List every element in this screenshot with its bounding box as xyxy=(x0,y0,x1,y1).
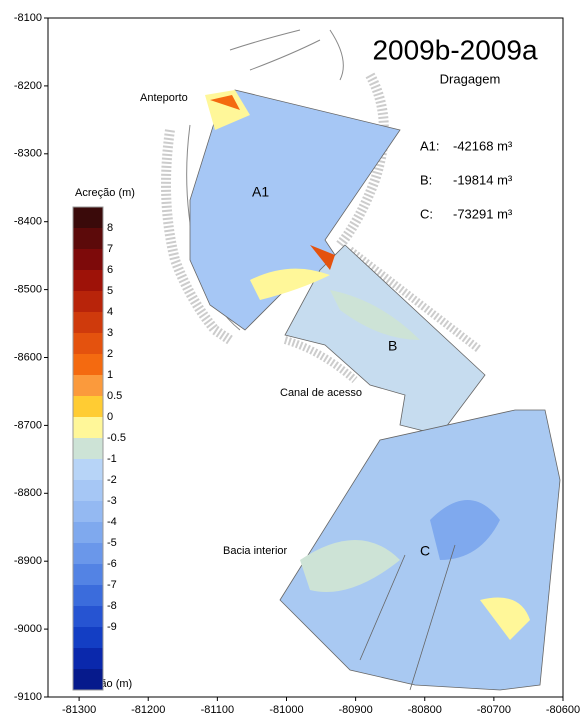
legend-label: -2 xyxy=(107,474,117,486)
x-tick-label: -80900 xyxy=(338,704,372,716)
legend-label: 5 xyxy=(107,285,113,297)
legend-swatch xyxy=(73,375,103,397)
legend-label: 0 xyxy=(107,411,113,423)
legend-label: 6 xyxy=(107,264,113,276)
zone-label: A1 xyxy=(252,184,269,200)
legend-label: -4 xyxy=(107,516,117,528)
legend-swatch xyxy=(73,543,103,565)
legend-swatch xyxy=(73,270,103,292)
volume-label: A1: xyxy=(420,138,440,153)
legend-label: 0.5 xyxy=(107,390,122,402)
zone-label: B xyxy=(388,338,397,354)
legend-swatch xyxy=(73,417,103,439)
legend-label: -8 xyxy=(107,600,117,612)
legend-label: 1 xyxy=(107,369,113,381)
x-tick-label: -80600 xyxy=(546,704,580,716)
legend-swatch xyxy=(73,564,103,586)
legend-label: -7 xyxy=(107,579,117,591)
legend-label: -9 xyxy=(107,621,117,633)
legend-swatch xyxy=(73,228,103,250)
legend-swatch xyxy=(73,291,103,313)
legend-label: 3 xyxy=(107,327,113,339)
legend-swatch xyxy=(73,459,103,481)
y-tick-label: -8400 xyxy=(14,216,42,228)
legend-label: -0.5 xyxy=(107,432,126,444)
legend-swatch xyxy=(73,333,103,355)
y-tick-label: -8800 xyxy=(14,487,42,499)
subtitle: Dragagem xyxy=(440,71,501,86)
legend-swatch xyxy=(73,438,103,460)
legend-swatch xyxy=(73,312,103,334)
legend-swatch xyxy=(73,249,103,271)
legend-label: -3 xyxy=(107,495,117,507)
legend-swatch xyxy=(73,354,103,376)
volume-value: -73291 m³ xyxy=(453,206,513,221)
legend-label: 8 xyxy=(107,222,113,234)
y-tick-label: -8300 xyxy=(14,148,42,160)
volume-label: B: xyxy=(420,172,432,187)
y-tick-label: -9100 xyxy=(14,691,42,703)
legend-swatch xyxy=(73,522,103,544)
y-tick-label: -8200 xyxy=(14,80,42,92)
y-tick-label: -8600 xyxy=(14,351,42,363)
legend-label: 4 xyxy=(107,306,113,318)
place-label: Canal de acesso xyxy=(280,387,362,399)
y-tick-label: -8100 xyxy=(14,12,42,24)
legend-swatch xyxy=(73,606,103,628)
legend-swatch xyxy=(73,648,103,670)
y-tick-label: -8700 xyxy=(14,419,42,431)
legend-label: -6 xyxy=(107,558,117,570)
legend-swatch xyxy=(73,501,103,523)
y-tick-label: -8900 xyxy=(14,555,42,567)
volume-label: C: xyxy=(420,206,433,221)
volume-value: -19814 m³ xyxy=(453,172,513,187)
map: 2009b-2009a Dragagem Anteporto Canal de … xyxy=(0,0,581,718)
x-tick-label: -81300 xyxy=(62,704,96,716)
legend-swatch xyxy=(73,480,103,502)
legend-label: 7 xyxy=(107,243,113,255)
legend-label: 2 xyxy=(107,348,113,360)
x-tick-label: -81000 xyxy=(269,704,303,716)
x-tick-label: -80700 xyxy=(477,704,511,716)
x-tick-label: -80800 xyxy=(408,704,442,716)
legend-label: -1 xyxy=(107,453,117,465)
y-tick-label: -8500 xyxy=(14,284,42,296)
legend-label: -5 xyxy=(107,537,117,549)
legend-title: Acreção (m) xyxy=(75,187,135,199)
volume-value: -42168 m³ xyxy=(453,138,513,153)
x-tick-label: -81200 xyxy=(131,704,165,716)
legend-swatch xyxy=(73,396,103,418)
title: 2009b-2009a xyxy=(372,34,537,65)
place-label: Anteporto xyxy=(140,92,188,104)
legend-swatch xyxy=(73,207,103,229)
x-tick-label: -81100 xyxy=(201,704,234,716)
legend-swatch xyxy=(73,585,103,607)
legend-swatch xyxy=(73,627,103,649)
zone-label: C xyxy=(420,543,430,559)
legend-swatch xyxy=(73,669,103,691)
y-tick-label: -9000 xyxy=(14,623,42,635)
place-label: Bacia interior xyxy=(223,545,288,557)
